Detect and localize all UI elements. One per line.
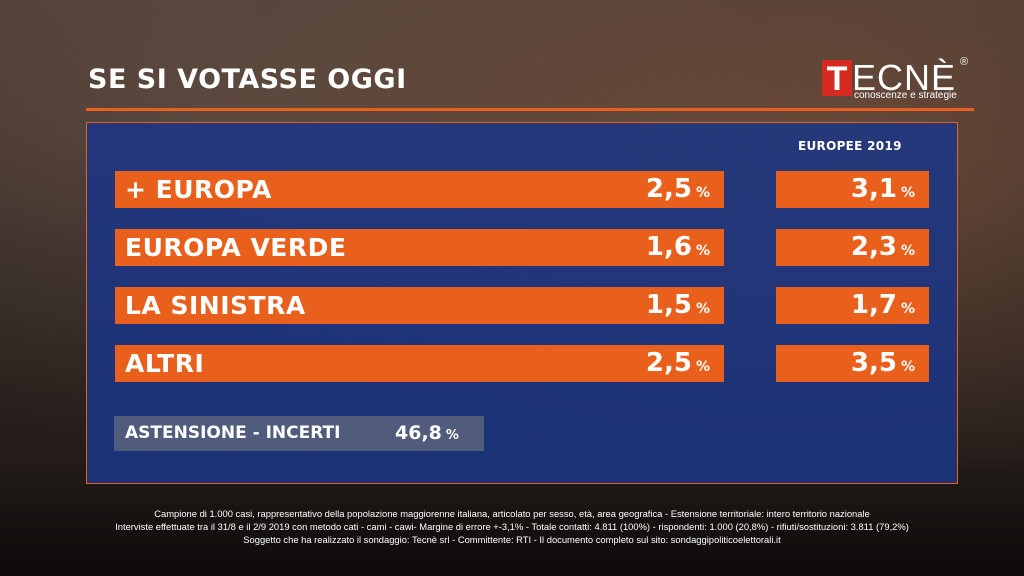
party-name: EUROPA VERDE: [125, 233, 347, 262]
page-title: SE SI VOTASSE OGGI: [88, 64, 407, 95]
methodology-footer: Campione di 1.000 casi, rappresentativo …: [0, 507, 1024, 546]
footer-line-1: Campione di 1.000 casi, rappresentativo …: [154, 508, 870, 519]
party-value: 2,5%: [646, 345, 710, 386]
party-name: ALTRI: [125, 349, 205, 378]
europee-2019-value: 3,1%: [851, 171, 915, 212]
party-row-bar: LA SINISTRA 1,5%: [115, 287, 724, 324]
abstention-number: 46,8: [395, 422, 442, 444]
registered-mark: ®: [960, 56, 969, 68]
footer-line-3: Soggetto che ha realizzato il sondaggio:…: [243, 534, 781, 545]
party-row-bar: + EUROPA 2,5%: [115, 171, 724, 208]
party-value: 1,6%: [646, 229, 710, 270]
title-underline: [86, 108, 974, 111]
logo-tagline: conoscenze e strategie: [854, 90, 957, 101]
europee-2019-number: 2,3: [850, 232, 897, 262]
party-row-bar: EUROPA VERDE 1,6%: [115, 229, 724, 266]
party-value: 2,5%: [646, 171, 710, 212]
europee-2019-value: 1,7%: [851, 287, 915, 328]
abstention-row: ASTENSIONE - INCERTI 46,8%: [114, 416, 484, 451]
europee-2019-value-box: 1,7%: [776, 287, 929, 324]
party-value-unit: %: [695, 301, 710, 317]
tecne-logo: T ECNÈ ® conoscenze e strategie: [822, 56, 978, 102]
logo-wordmark: ECNÈ: [852, 57, 957, 98]
party-value-unit: %: [695, 185, 710, 201]
abstention-label: ASTENSIONE - INCERTI: [125, 423, 341, 443]
logo-initial: T: [822, 60, 852, 98]
comparison-column-header: EUROPEE 2019: [798, 139, 902, 153]
europee-2019-value-box: 2,3%: [776, 229, 929, 266]
footer-line-2: Interviste effettuate tra il 31/8 e il 2…: [115, 521, 909, 532]
party-name: + EUROPA: [125, 175, 272, 204]
abstention-unit: %: [445, 428, 459, 443]
party-value: 1,5%: [646, 287, 710, 328]
party-value-number: 1,6: [645, 232, 692, 262]
europee-2019-unit: %: [900, 301, 915, 317]
party-value-number: 1,5: [645, 290, 692, 320]
party-value-number: 2,5: [645, 174, 692, 204]
party-name: LA SINISTRA: [125, 291, 306, 320]
europee-2019-value-box: 3,5%: [776, 345, 929, 382]
europee-2019-value: 3,5%: [851, 345, 915, 386]
abstention-value: 46,8%: [395, 416, 459, 453]
europee-2019-value-box: 3,1%: [776, 171, 929, 208]
party-value-unit: %: [695, 243, 710, 259]
party-value-number: 2,5: [645, 348, 692, 378]
party-value-unit: %: [695, 359, 710, 375]
europee-2019-unit: %: [900, 243, 915, 259]
europee-2019-unit: %: [900, 359, 915, 375]
europee-2019-number: 3,5: [850, 348, 897, 378]
europee-2019-number: 1,7: [850, 290, 897, 320]
europee-2019-value: 2,3%: [851, 229, 915, 270]
party-row-bar: ALTRI 2,5%: [115, 345, 724, 382]
europee-2019-unit: %: [900, 185, 915, 201]
europee-2019-number: 3,1: [850, 174, 897, 204]
